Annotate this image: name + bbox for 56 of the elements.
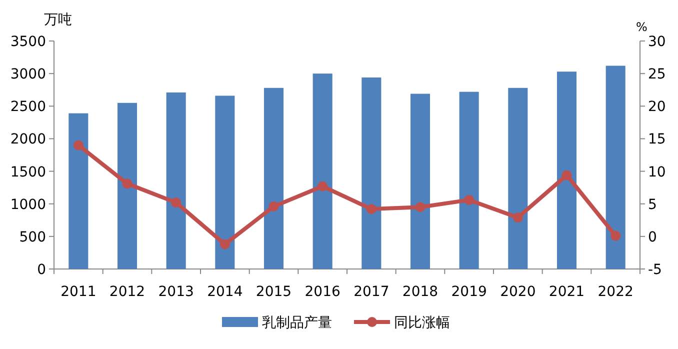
legend-label: 乳制品产量 xyxy=(262,315,332,331)
x-tick-label: 2015 xyxy=(256,284,292,300)
legend-label: 同比涨幅 xyxy=(394,315,450,331)
y-tick-label: 1000 xyxy=(10,196,46,213)
bar xyxy=(166,92,186,269)
point xyxy=(122,178,132,189)
y2-tick-label: 5 xyxy=(648,196,657,213)
point xyxy=(610,230,621,241)
point xyxy=(318,181,328,192)
point xyxy=(464,194,474,205)
bar xyxy=(264,88,284,269)
y-tick-label: 2000 xyxy=(10,132,46,148)
x-tick-label: 2021 xyxy=(548,284,585,300)
y-axis-title: 万吨 xyxy=(44,12,72,28)
y2-tick-label: 30 xyxy=(648,34,666,50)
x-tick-label: 2016 xyxy=(304,284,340,300)
y-tick-label: 3500 xyxy=(10,34,46,50)
x-tick-label: 2014 xyxy=(207,284,243,300)
bar xyxy=(459,92,479,269)
bar xyxy=(117,102,138,269)
y-tick-label: 500 xyxy=(19,229,46,246)
point xyxy=(562,170,572,180)
x-tick-label: 2018 xyxy=(402,284,438,300)
bar xyxy=(508,88,528,269)
point xyxy=(268,201,279,212)
x-tick-label: 2011 xyxy=(60,284,96,300)
y2-tick-label: -5 xyxy=(648,262,662,278)
y-tick-label: 1500 xyxy=(10,164,46,180)
point xyxy=(73,140,84,150)
x-tick-label: 2017 xyxy=(354,284,390,300)
y-tick-label: 3000 xyxy=(10,66,46,83)
point xyxy=(415,202,426,212)
point xyxy=(171,198,182,208)
bar xyxy=(68,113,88,269)
bar xyxy=(215,96,235,269)
y2-tick-label: 15 xyxy=(648,132,666,148)
x-tick-label: 2020 xyxy=(500,284,536,300)
y-tick-label: 2500 xyxy=(10,99,46,116)
bar xyxy=(312,74,332,269)
y2-tick-label: 0 xyxy=(648,229,657,246)
x-tick-label: 2019 xyxy=(451,284,487,300)
x-tick-label: 2012 xyxy=(109,284,146,300)
point xyxy=(220,239,230,250)
bar xyxy=(362,77,382,269)
bar xyxy=(606,66,626,269)
bar xyxy=(556,72,577,269)
bar xyxy=(410,94,430,269)
x-tick-label: 2022 xyxy=(598,284,634,300)
x-tick-label: 2013 xyxy=(158,284,194,300)
point xyxy=(366,204,376,214)
y2-tick-label: 20 xyxy=(648,99,666,116)
y-tick-label: 0 xyxy=(37,262,46,278)
y2-tick-label: 25 xyxy=(648,66,666,83)
point xyxy=(512,212,523,223)
y2-axis-title: % xyxy=(636,20,648,34)
y2-tick-label: 10 xyxy=(648,164,666,180)
